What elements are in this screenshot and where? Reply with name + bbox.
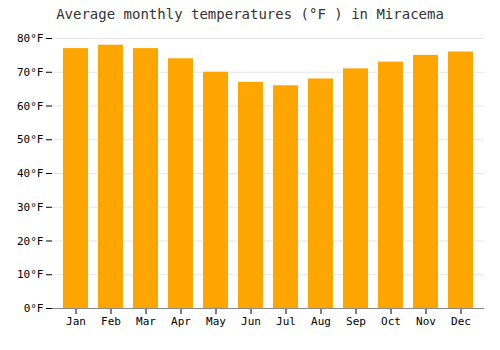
svg-text:50°F: 50°F: [17, 133, 44, 146]
svg-text:Dec: Dec: [451, 315, 471, 328]
svg-text:Jan: Jan: [66, 315, 86, 328]
svg-text:10°F: 10°F: [17, 268, 44, 281]
svg-text:Mar: Mar: [136, 315, 156, 328]
svg-text:Aug: Aug: [311, 315, 331, 328]
svg-text:Jul: Jul: [276, 315, 296, 328]
svg-text:30°F: 30°F: [17, 201, 44, 214]
svg-text:60°F: 60°F: [17, 100, 44, 113]
svg-text:70°F: 70°F: [17, 66, 44, 79]
html-text:Average monthly temperatures (: Average monthly temperatures (°F ) in Mi…: [56, 6, 444, 22]
svg-text:Nov: Nov: [416, 315, 436, 328]
svg-text:May: May: [206, 315, 226, 328]
svg-text:20°F: 20°F: [17, 235, 44, 248]
svg-text:Oct: Oct: [381, 315, 401, 328]
svg-text:80°F: 80°F: [17, 32, 44, 45]
svg-text:0°F: 0°F: [24, 302, 44, 315]
svg-text:Sep: Sep: [346, 315, 366, 328]
svg-text:Apr: Apr: [171, 315, 191, 328]
svg-text:Feb: Feb: [101, 315, 121, 328]
svg-text:40°F: 40°F: [17, 167, 44, 180]
svg-text:Jun: Jun: [241, 315, 261, 328]
